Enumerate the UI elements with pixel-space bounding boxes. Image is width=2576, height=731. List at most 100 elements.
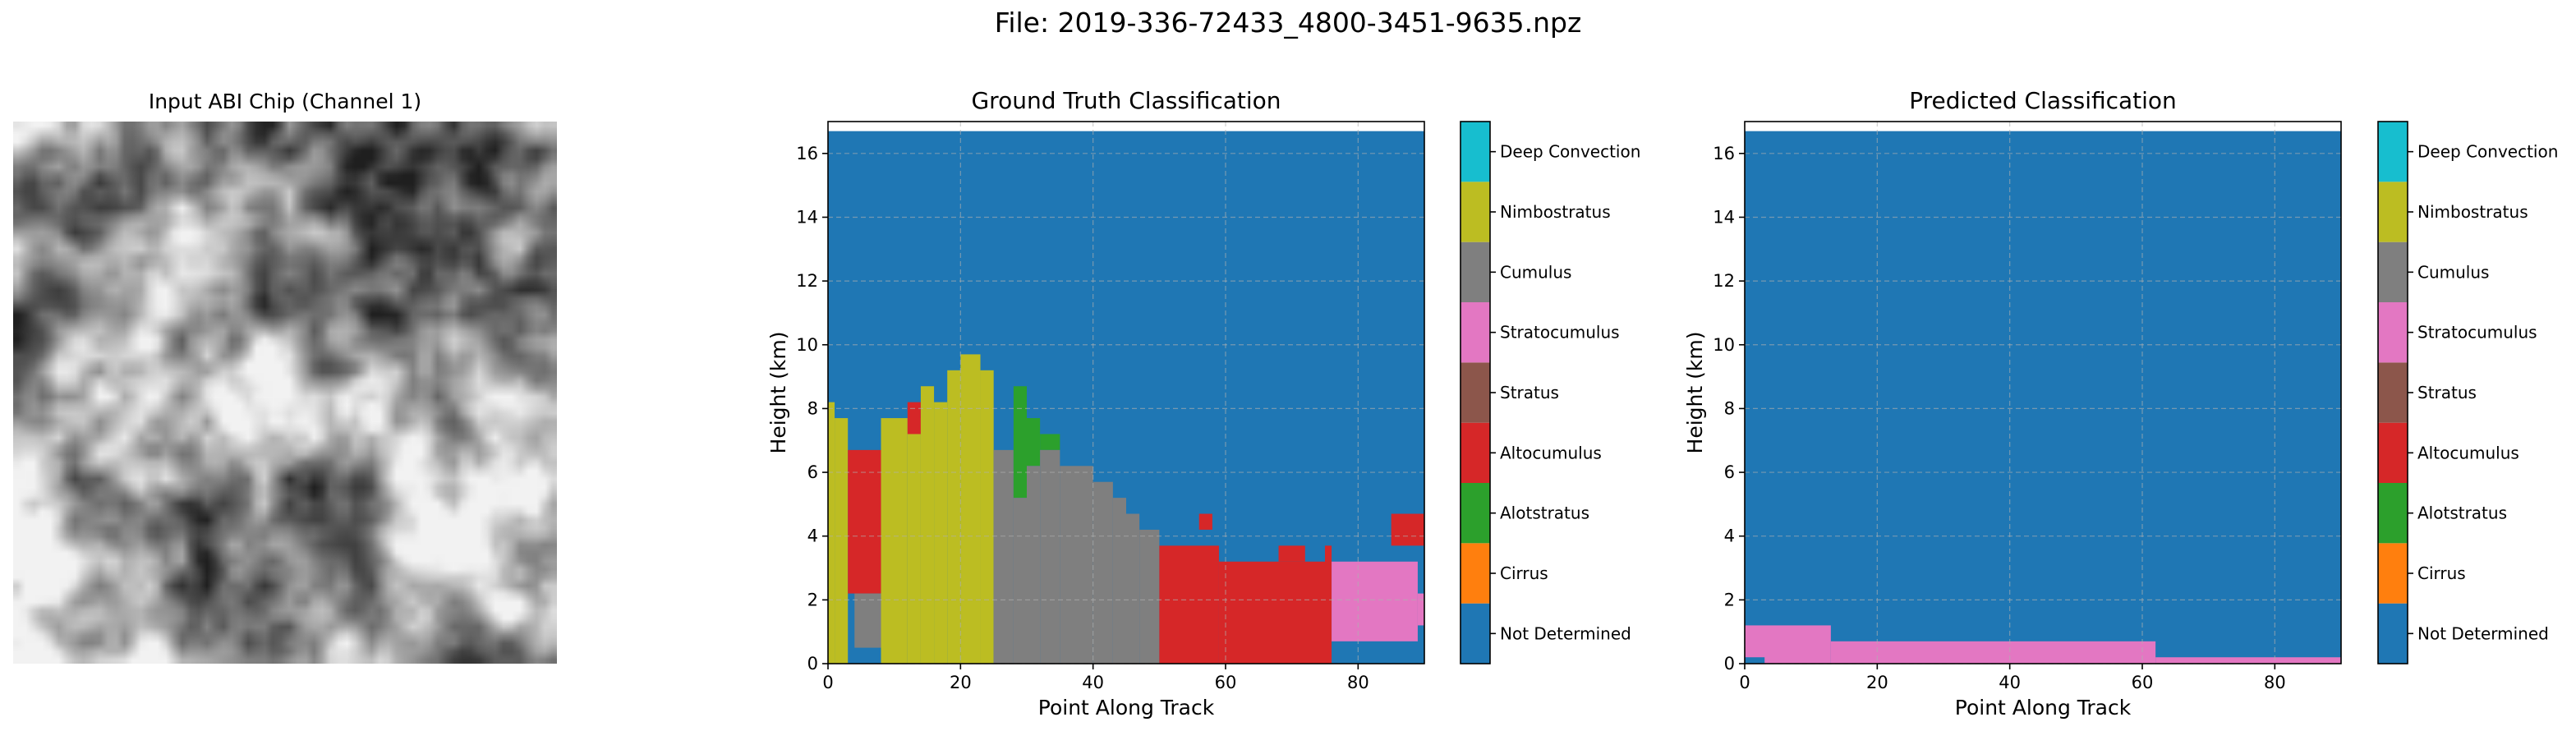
class-region bbox=[828, 402, 835, 664]
class-region bbox=[881, 418, 908, 664]
class-region bbox=[1325, 545, 1332, 664]
y-tick-label: 12 bbox=[1713, 271, 1735, 291]
y-tick-label: 4 bbox=[807, 526, 818, 546]
y-tick-label: 2 bbox=[1724, 590, 1735, 609]
colorbar-segment bbox=[2378, 122, 2408, 182]
colorbar-label: Nimbostratus bbox=[2417, 202, 2528, 222]
colorbar-label: Altocumulus bbox=[1500, 443, 1602, 462]
colorbar-segment bbox=[1460, 422, 1490, 483]
y-tick-label: 14 bbox=[796, 207, 818, 227]
class-region bbox=[1159, 545, 1219, 664]
x-tick-label: 0 bbox=[822, 673, 833, 692]
colorbar-label: Not Determined bbox=[1500, 623, 1631, 643]
colorbar-frame bbox=[2377, 121, 2408, 664]
class-region bbox=[1092, 481, 1113, 664]
axes-frame bbox=[1744, 121, 2342, 664]
class-region bbox=[835, 418, 849, 664]
y-tick-label: 16 bbox=[1713, 144, 1735, 163]
colorbar-label: Cumulus bbox=[1500, 262, 1571, 282]
class-region bbox=[1027, 466, 1041, 664]
colorbar-label: Cirrus bbox=[2417, 563, 2466, 583]
colorbar-frame bbox=[1460, 121, 1491, 664]
class-region bbox=[1013, 498, 1027, 664]
class-region bbox=[907, 402, 921, 434]
panel-title: Ground Truth Classification bbox=[971, 87, 1281, 114]
y-tick-label: 6 bbox=[1724, 462, 1735, 482]
class-region bbox=[1278, 545, 1305, 562]
chip-title: Input ABI Chip (Channel 1) bbox=[148, 90, 422, 113]
colorbar-segment bbox=[2378, 362, 2408, 423]
class-region bbox=[907, 418, 921, 664]
class-region bbox=[1218, 561, 1325, 664]
colorbar-segment bbox=[1460, 543, 1490, 604]
x-tick-label: 40 bbox=[1999, 673, 2021, 692]
panel-title: Predicted Classification bbox=[1909, 87, 2177, 114]
colorbar-segment bbox=[2378, 302, 2408, 363]
colorbar-segment bbox=[2378, 241, 2408, 302]
colorbar-label: Stratus bbox=[1500, 383, 1559, 402]
x-tick-label: 0 bbox=[1739, 673, 1750, 692]
class-region bbox=[1198, 513, 1212, 530]
colorbar-label: Deep Convection bbox=[1500, 142, 1640, 162]
colorbar-segment bbox=[2378, 543, 2408, 604]
colorbar-segment bbox=[1460, 302, 1490, 363]
x-tick-label: 60 bbox=[2132, 673, 2154, 692]
x-tick-label: 60 bbox=[1215, 673, 1237, 692]
colorbar-label: Cumulus bbox=[2417, 262, 2489, 282]
colorbar-label: Alotstratus bbox=[1500, 503, 1589, 523]
colorbar-label: Stratocumulus bbox=[1500, 323, 1620, 343]
y-tick-label: 8 bbox=[807, 398, 818, 418]
class-region bbox=[1332, 561, 1418, 641]
y-tick-label: 16 bbox=[796, 144, 818, 163]
class-region bbox=[1060, 466, 1093, 664]
colorbar-segment bbox=[2378, 483, 2408, 544]
predicted-panel: 0 20 40 60 80 0 2 4 6 8 10 12 14 16 Predicted Classifi… bbox=[1683, 87, 2558, 720]
ground-truth-panel: 0 20 40 60 80 0 2 4 6 8 10 12 14 16 Ground Truth Class… bbox=[766, 87, 1640, 720]
x-tick-label: 20 bbox=[950, 673, 972, 692]
colorbar-segment bbox=[1460, 122, 1490, 182]
y-axis-label: Height (km) bbox=[766, 332, 790, 454]
class-region bbox=[1040, 434, 1060, 450]
colorbar-segment bbox=[2378, 603, 2408, 664]
y-tick-label: 2 bbox=[807, 590, 818, 609]
class-region bbox=[1112, 498, 1126, 664]
x-tick-label: 80 bbox=[1347, 673, 1369, 692]
class-region bbox=[947, 370, 961, 664]
class-region-background bbox=[1745, 131, 2341, 664]
y-axis-label: Height (km) bbox=[1683, 332, 1707, 454]
y-tick-label: 10 bbox=[796, 335, 818, 355]
colorbar-segment bbox=[2378, 422, 2408, 483]
x-axis-label: Point Along Track bbox=[1955, 696, 2132, 720]
abi-chip-image bbox=[13, 122, 557, 664]
class-region bbox=[960, 354, 981, 664]
y-tick-label: 0 bbox=[807, 654, 818, 674]
colorbar-label: Stratocumulus bbox=[2417, 323, 2537, 343]
class-region bbox=[2155, 657, 2341, 664]
colorbar-label: Altocumulus bbox=[2417, 443, 2519, 462]
class-region bbox=[1830, 641, 2156, 664]
colorbar-label: Alotstratus bbox=[2417, 503, 2507, 523]
colorbar-label: Cirrus bbox=[1500, 563, 1548, 583]
class-region bbox=[1040, 449, 1060, 664]
colorbar-label: Nimbostratus bbox=[1500, 202, 1611, 222]
class-region bbox=[848, 449, 881, 594]
colorbar-segment bbox=[1460, 603, 1490, 664]
x-tick-label: 80 bbox=[2264, 673, 2286, 692]
colorbar-label: Deep Convection bbox=[2417, 142, 2558, 162]
colorbar-segment bbox=[2378, 182, 2408, 242]
y-tick-label: 10 bbox=[1713, 335, 1735, 355]
colorbar-segment bbox=[1460, 182, 1490, 242]
class-region bbox=[1417, 593, 1424, 626]
y-tick-label: 0 bbox=[1724, 654, 1735, 674]
figure-title: File: 2019-336-72433_4800-3451-9635.npz bbox=[994, 7, 1582, 39]
colorbar-segment bbox=[1460, 241, 1490, 302]
y-tick-label: 12 bbox=[796, 271, 818, 291]
x-tick-label: 40 bbox=[1082, 673, 1104, 692]
class-region bbox=[1126, 513, 1140, 664]
y-tick-label: 4 bbox=[1724, 526, 1735, 546]
class-region bbox=[1391, 513, 1424, 546]
class-region bbox=[1013, 386, 1027, 499]
x-axis-label: Point Along Track bbox=[1038, 696, 1215, 720]
y-tick-label: 14 bbox=[1713, 207, 1735, 227]
colorbar-segment bbox=[1460, 362, 1490, 423]
